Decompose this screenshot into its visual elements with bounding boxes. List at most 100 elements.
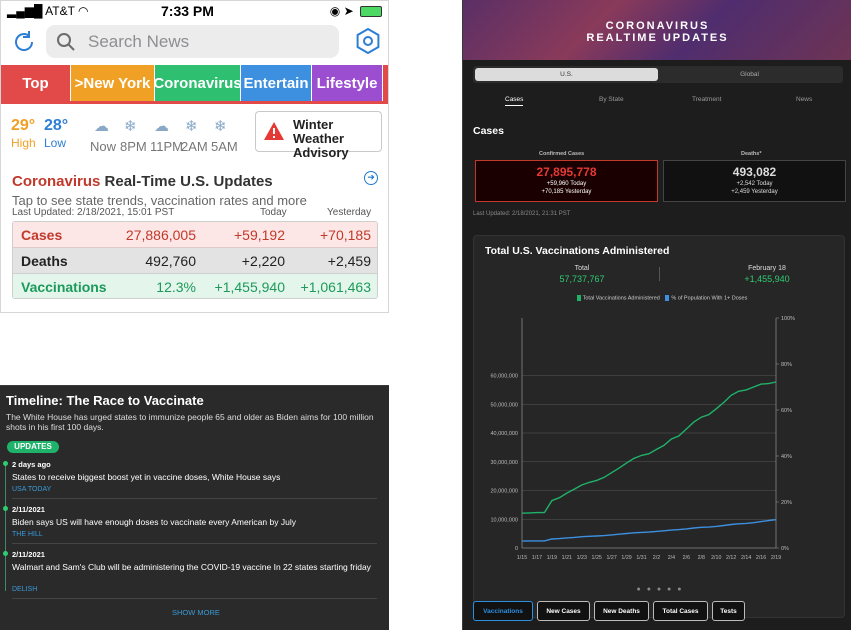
date-label: February 18 <box>748 265 786 272</box>
chart-legend: Total Vaccinations Administered % of Pop… <box>474 295 846 301</box>
show-more-link[interactable]: SHOW MORE <box>172 608 220 617</box>
temp-high-label: High <box>11 136 36 150</box>
x-tick-label: 2/2 <box>653 555 660 561</box>
confirmed-today: +59,960 Today <box>546 181 587 187</box>
timeline-description: The White House has urged states to immu… <box>6 412 374 432</box>
legend-label: % of Population With 1+ Doses <box>671 295 748 302</box>
hour-label: 8PM <box>120 139 147 154</box>
timeline-title: Timeline: The Race to Vaccinate <box>6 393 204 408</box>
page-indicator[interactable]: ● ● ● ● ● <box>636 586 684 593</box>
tab-total-cases[interactable]: Total Cases <box>653 601 708 621</box>
table-row-deaths[interactable]: Deaths 492,760 +2,220 +2,459 <box>13 248 377 274</box>
tab-entertain[interactable]: Entertain <box>241 65 311 101</box>
tab-tests[interactable]: Tests <box>712 601 745 621</box>
section-tabs: Top >New York Coronavirus Entertain Life… <box>1 65 388 104</box>
hour-label: 5AM <box>211 139 238 154</box>
confirmed-total: 27,895,778 <box>536 165 597 179</box>
clock: 7:33 PM <box>161 3 214 19</box>
confirmed-cases-box[interactable]: 27,895,778 +59,960 Today +70,185 Yesterd… <box>475 160 658 202</box>
series-line-percent-population <box>521 519 777 542</box>
refresh-icon[interactable] <box>10 28 38 56</box>
covid-card-subtitle: Tap to see state trends, vaccination rat… <box>12 193 307 208</box>
temp-low: 28° <box>44 117 69 134</box>
carrier-label: ▂▄▆█ AT&T ◠ <box>7 4 89 18</box>
segment-us[interactable]: U.S. <box>475 68 658 81</box>
covid-summary-table[interactable]: Cases 27,886,005 +59,192 +70,185 Deaths … <box>12 221 378 299</box>
confirmed-header: Confirmed Cases <box>539 151 585 157</box>
table-row-cases[interactable]: Cases 27,886,005 +59,192 +70,185 <box>13 222 377 248</box>
x-tick-label: 1/23 <box>577 555 587 561</box>
tab-new-deaths[interactable]: New Deaths <box>594 601 649 621</box>
timeline-rail <box>5 461 6 591</box>
wifi-icon: ◠ <box>78 4 89 18</box>
total-label: Total <box>574 265 590 272</box>
tab-treatment[interactable]: Treatment <box>692 96 722 103</box>
total-value: 57,737,767 <box>559 274 605 284</box>
timeline-item-source[interactable]: THE HILL <box>12 531 43 538</box>
y-right-tick-label: 20% <box>781 500 792 506</box>
hour-label: 2AM <box>181 139 208 154</box>
y-right-tick-label: 40% <box>781 454 792 460</box>
y-right-tick-label: 100% <box>781 316 795 322</box>
banner-title-line2: REALTIME UPDATES <box>586 32 729 44</box>
legend-label: Total Vaccinations Administered <box>582 295 660 302</box>
timeline-dot <box>3 461 8 466</box>
tab-underline <box>1 101 388 104</box>
tab-lifestyle[interactable]: Lifestyle <box>312 65 382 101</box>
snow-icon: ❄ <box>185 118 198 135</box>
tab-next-partial[interactable] <box>383 65 388 101</box>
advisory-label: Winter Weather Advisory <box>293 117 349 160</box>
y-right-tick-label: 60% <box>781 408 792 414</box>
cloud-icon: ☁ <box>94 118 109 135</box>
tab-top[interactable]: Top <box>1 65 70 101</box>
timeline-item-headline[interactable]: States to receive biggest boost yet in v… <box>12 472 281 482</box>
x-tick-label: 1/17 <box>532 555 542 561</box>
segment-global[interactable]: Global <box>740 71 759 78</box>
x-tick-label: 1/31 <box>636 555 646 561</box>
tab-news[interactable]: News <box>796 96 813 103</box>
deaths-yesterday: +2,459 Yesterday <box>731 189 778 195</box>
realtime-tracker-screen: CORONAVIRUS REALTIME UPDATES U.S. Global… <box>462 0 851 630</box>
timeline-dot <box>3 506 8 511</box>
legend-swatch <box>576 295 581 301</box>
table-row-vaccinations[interactable]: Vaccinations 12.3% +1,455,940 +1,061,463 <box>13 274 377 298</box>
battery-icon <box>360 6 382 18</box>
updates-badge: UPDATES <box>7 441 59 453</box>
tracker-subtabs: Cases By State Treatment News <box>463 96 851 112</box>
deaths-box[interactable]: 493,082 +2,542 Today +2,459 Yesterday <box>663 160 846 202</box>
tab-vaccinations[interactable]: Vaccinations <box>473 601 533 621</box>
vaccinations-chart-card: Total U.S. Vaccinations Administered Tot… <box>473 235 845 618</box>
timeline-item-headline[interactable]: Walmart and Sam's Club will be administe… <box>12 562 371 572</box>
column-header-yesterday: Yesterday <box>327 207 372 218</box>
cloud-icon: ☁ <box>154 118 169 135</box>
tab-coronavirus[interactable]: Coronavirus <box>155 65 240 101</box>
signal-icon: ▂▄▆█ <box>7 4 43 18</box>
tracker-last-updated: Last Updated: 2/18/2021, 21:31 PST <box>473 211 571 217</box>
arrow-right-icon[interactable]: ➜ <box>364 171 378 185</box>
status-icons: ◉ ➤ <box>330 4 382 18</box>
tab-by-state[interactable]: By State <box>599 96 624 103</box>
x-tick-label: 2/16 <box>756 555 766 561</box>
search-input[interactable]: Search News <box>46 25 339 58</box>
x-tick-label: 1/27 <box>606 555 616 561</box>
tab-new-york[interactable]: >New York <box>71 65 154 101</box>
tab-cases[interactable]: Cases <box>505 96 524 106</box>
hour-label: Now <box>90 139 117 154</box>
gear-icon[interactable] <box>355 28 381 54</box>
covid-card-title[interactable]: Coronavirus Real-Time U.S. Updates <box>12 173 273 190</box>
deaths-total: 493,082 <box>732 165 777 179</box>
x-tick-label: 2/10 <box>711 555 721 561</box>
timeline-item-source[interactable]: DELISH <box>12 586 38 593</box>
weather-advisory-button[interactable]: Winter Weather Advisory <box>255 111 382 160</box>
timeline-item-source[interactable]: USA TODAY <box>12 486 52 493</box>
y-right-tick-label: 0% <box>781 546 789 552</box>
weather-strip[interactable]: 29° 28° High Low ☁ ❄ ☁ ❄ ❄ Now 8PM 11PM … <box>1 109 388 157</box>
x-tick-label: 2/8 <box>698 555 705 561</box>
x-tick-label: 1/25 <box>592 555 602 561</box>
temp-high: 29° <box>11 117 36 134</box>
covid-last-updated: Last Updated: 2/18/2021, 15:01 PST <box>12 207 175 218</box>
temp-low-label: Low <box>44 136 67 150</box>
tab-new-cases[interactable]: New Cases <box>537 601 590 621</box>
vaccination-line-chart[interactable]: 0 10,000,000 20,000,000 30,000,000 40,000,00… <box>474 308 846 586</box>
timeline-item-headline[interactable]: Biden says US will have enough doses to … <box>12 517 296 527</box>
